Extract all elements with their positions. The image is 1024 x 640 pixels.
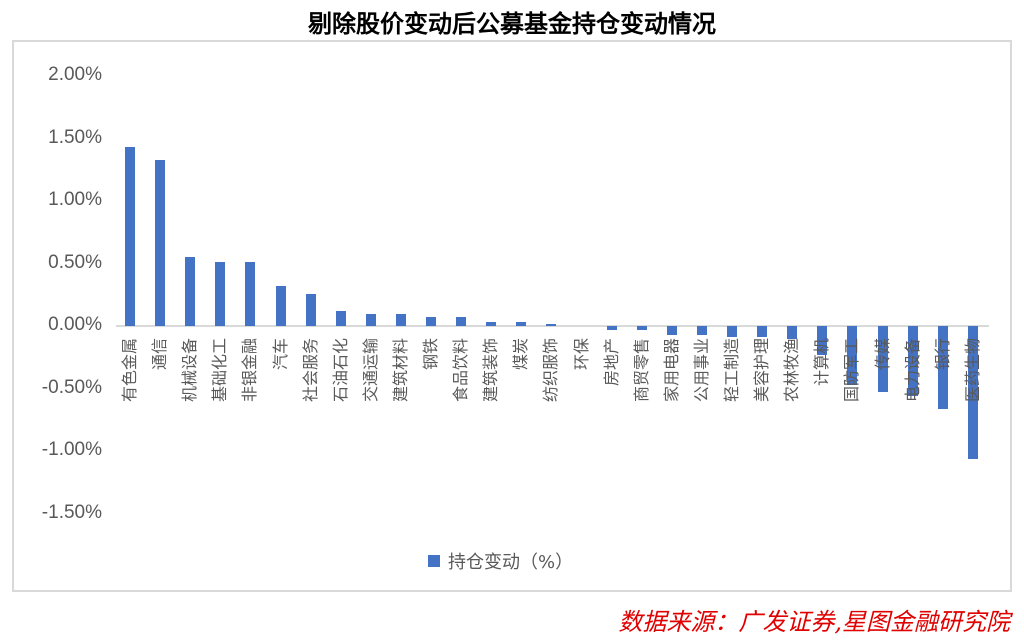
legend-swatch-icon [428, 555, 440, 567]
chart-area [12, 40, 1012, 592]
legend-label: 持仓变动（%） [448, 552, 574, 573]
chart-title: 剔除股价变动后公募基金持仓变动情况 [308, 10, 716, 38]
legend: 持仓变动（%） [428, 548, 573, 574]
source-note: 数据来源：广发证券,星图金融研究院 [618, 608, 1010, 636]
